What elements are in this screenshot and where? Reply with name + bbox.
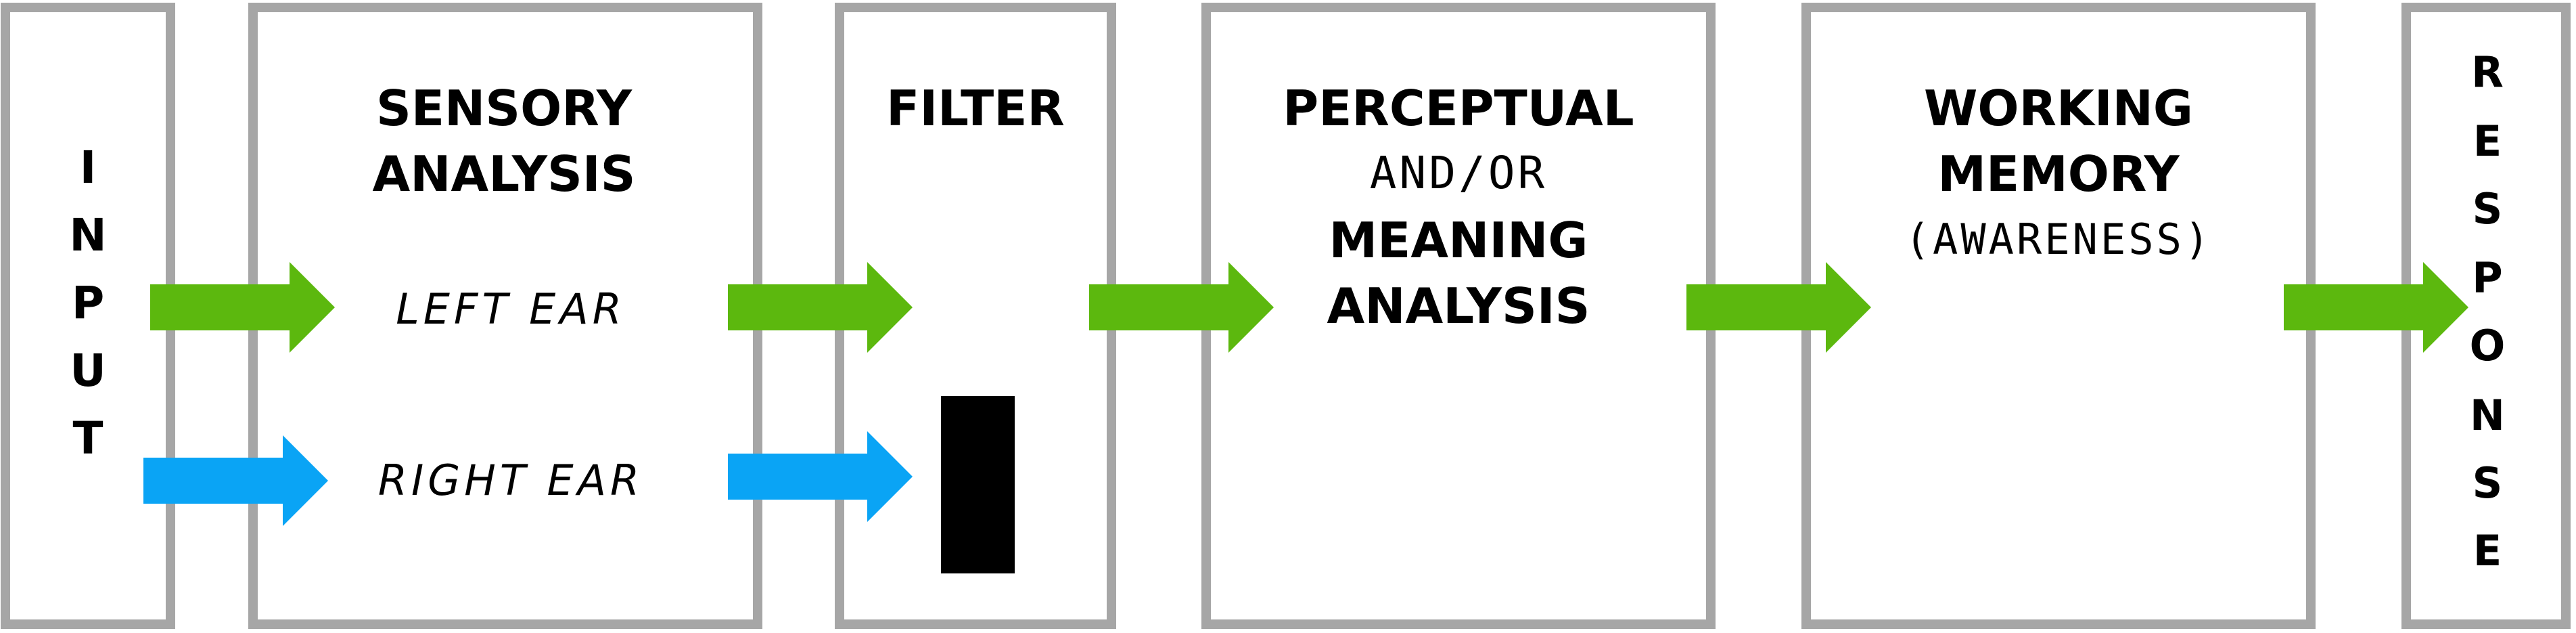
input-label: I N P U T: [69, 141, 106, 464]
input-letter: U: [70, 345, 106, 397]
input-letter: P: [72, 277, 104, 329]
arrow-memory-to-response: [2284, 262, 2468, 353]
input-letter: T: [72, 412, 103, 464]
filter-title: FILTER: [886, 80, 1065, 137]
arrow-perceptual-to-memory: [1686, 262, 1871, 353]
response-letter: S: [2472, 184, 2503, 234]
perceptual-line2: AND/OR: [1370, 147, 1547, 199]
right-ear-arrow-input: [143, 435, 328, 526]
perceptual-line1: PERCEPTUAL: [1283, 80, 1634, 137]
right-ear-label: RIGHT EAR: [378, 456, 643, 505]
working-memory-line1: WORKING: [1924, 80, 2193, 137]
filter-block: [941, 396, 1015, 573]
response-letter: N: [2470, 391, 2505, 440]
input-box: [1, 3, 175, 629]
left-ear-arrow-to-filter: [728, 262, 913, 353]
left-ear-arrow-input: [150, 262, 335, 353]
sensory-title-line1: SENSORY: [376, 80, 632, 137]
left-ear-label: LEFT EAR: [396, 284, 626, 334]
response-letter: E: [2473, 116, 2502, 166]
perceptual-line4: ANALYSIS: [1327, 278, 1590, 334]
response-letter: R: [2471, 47, 2504, 97]
working-memory-box: [1801, 3, 2316, 629]
working-memory-line2: MEMORY: [1937, 146, 2180, 202]
input-letter: N: [69, 209, 106, 261]
perceptual-line3: MEANING: [1329, 212, 1588, 269]
sensory-analysis-box: [248, 3, 762, 629]
arrow-filter-to-perceptual: [1089, 262, 1274, 353]
response-letter: O: [2470, 321, 2506, 370]
response-letter: P: [2472, 253, 2502, 303]
sensory-title-line2: ANALYSIS: [372, 146, 635, 202]
response-letter: S: [2472, 458, 2503, 508]
right-ear-arrow-to-filter: [728, 431, 913, 522]
input-letter: I: [80, 141, 97, 194]
response-letter: E: [2473, 526, 2502, 575]
working-memory-line3: (AWARENESS): [1905, 215, 2213, 264]
response-label: R E S P O N S E: [2470, 47, 2506, 575]
